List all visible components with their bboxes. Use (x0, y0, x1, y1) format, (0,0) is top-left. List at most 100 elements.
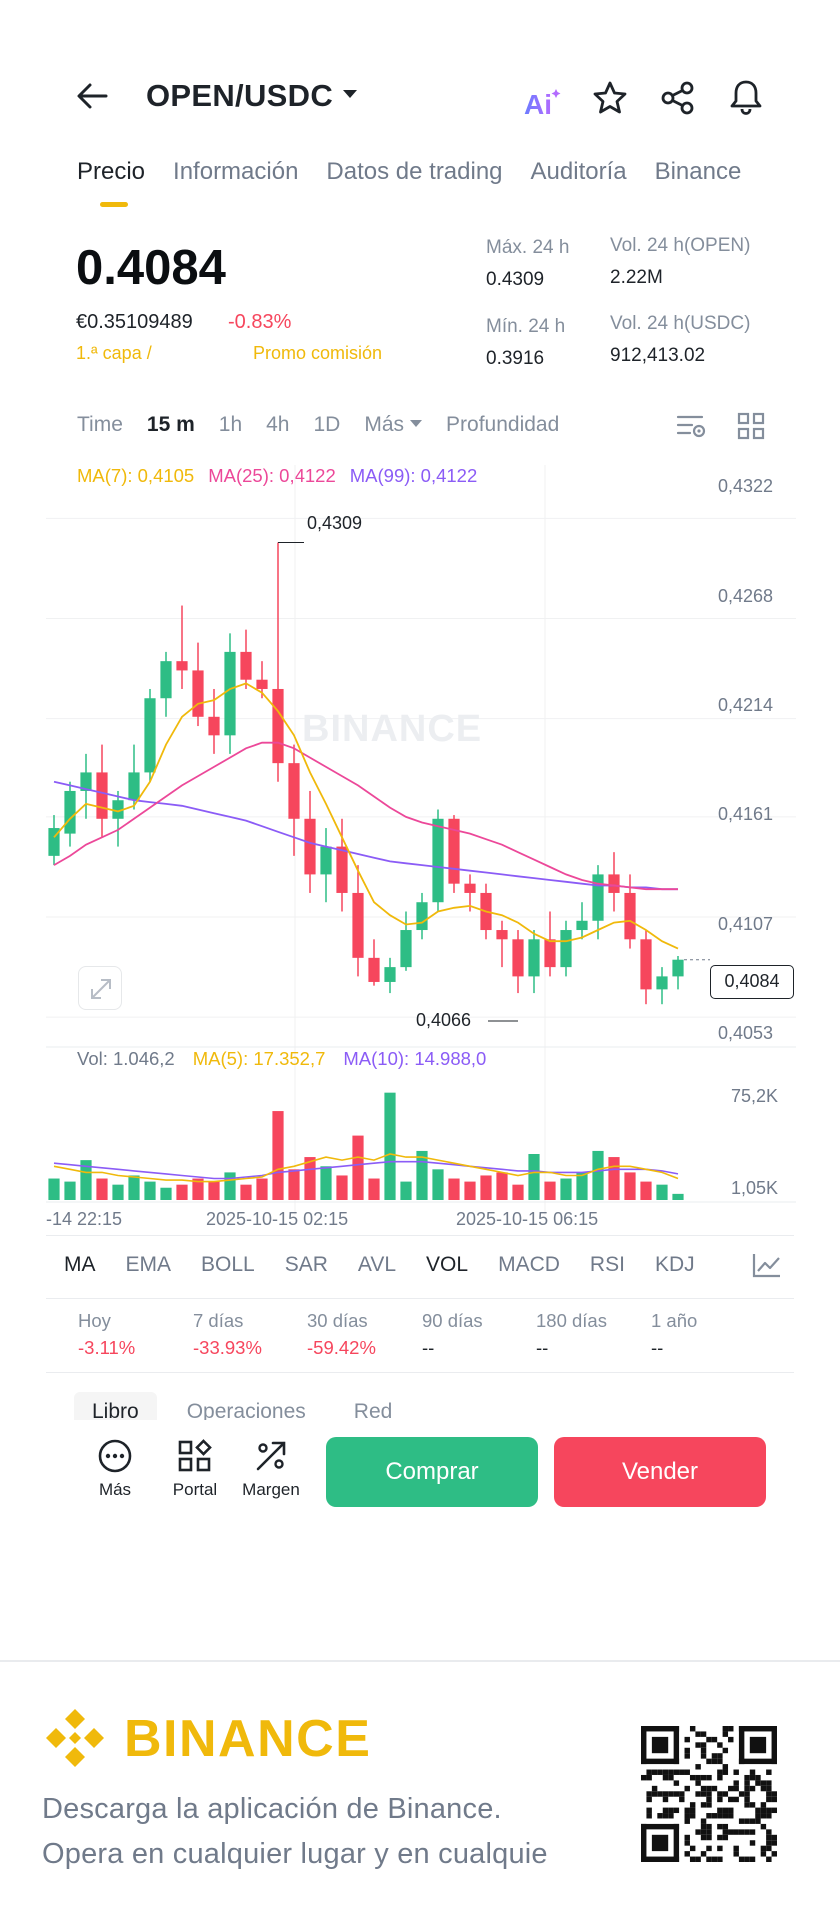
qr-module (657, 1791, 663, 1797)
qr-finder (738, 1726, 777, 1732)
svg-text:Ai: Ai (524, 89, 552, 118)
y-tick-label: 0,4322 (718, 476, 774, 496)
qr-module (646, 1807, 652, 1814)
tab-precio[interactable]: Precio (77, 158, 146, 185)
back-button[interactable] (74, 80, 110, 112)
pair-title: OPEN/USDC (146, 78, 334, 113)
qr-module (700, 1731, 707, 1737)
qr-finder (673, 1726, 680, 1765)
margin-label: Margen (242, 1480, 300, 1499)
volume-bar (64, 1181, 76, 1200)
ind-kdj[interactable]: KDJ (654, 1253, 695, 1276)
ind-ma[interactable]: MA (64, 1253, 96, 1276)
price-chart[interactable] (0, 455, 840, 1235)
chart-settings-button[interactable] (676, 412, 708, 440)
tf-4h[interactable]: 4h (266, 413, 290, 436)
ind-sar[interactable]: SAR (284, 1253, 328, 1276)
pair-selector[interactable]: OPEN/USDC (146, 78, 358, 114)
ind-avl[interactable]: AVL (357, 1253, 397, 1276)
tab-binance[interactable]: Binance (654, 158, 742, 185)
performance-value: -33.93% (193, 1337, 262, 1358)
qr-finder (641, 1823, 680, 1830)
volume-bar (352, 1135, 364, 1200)
ind-boll[interactable]: BOLL (201, 1253, 255, 1276)
margin-button[interactable]: Margen (236, 1438, 306, 1502)
share-button[interactable] (660, 80, 696, 116)
tf-15m[interactable]: 15 m (146, 413, 195, 436)
tf-time[interactable]: Time (77, 413, 123, 436)
ind-rsi[interactable]: RSI (589, 1253, 625, 1276)
expand-chart-button[interactable] (78, 966, 122, 1010)
volume-bar (336, 1175, 348, 1200)
tab-datos-trading[interactable]: Datos de trading (326, 158, 503, 185)
favorite-button[interactable] (592, 80, 628, 116)
qr-module (722, 1726, 729, 1732)
candle-body (608, 874, 620, 893)
candle-body (448, 818, 460, 884)
back-arrow-icon (77, 83, 108, 109)
qr-module (689, 1856, 696, 1862)
qr-module (684, 1807, 690, 1814)
performance-label: 180 días (536, 1310, 607, 1331)
sell-button[interactable]: Vender (554, 1437, 766, 1507)
buy-button[interactable]: Comprar (326, 1437, 538, 1507)
watermark-text: BINANCE (302, 708, 483, 750)
tf-more-label: Más (364, 413, 405, 436)
qr-module (684, 1785, 690, 1792)
qr-module (766, 1813, 772, 1819)
ind-vol[interactable]: VOL (426, 1253, 469, 1276)
main-tabs: Precio Información Datos de trading Auditor… (77, 158, 797, 208)
candle-body (240, 651, 252, 680)
qr-code-icon[interactable] (641, 1726, 777, 1862)
qr-module (749, 1829, 756, 1835)
qr-module (689, 1774, 696, 1781)
qr-module (673, 1791, 680, 1797)
tab-auditoria[interactable]: Auditoría (530, 158, 627, 185)
qr-module (722, 1807, 729, 1814)
tf-depth[interactable]: Profundidad (446, 413, 560, 436)
qr-module (771, 1796, 777, 1803)
qr-module (755, 1813, 761, 1819)
tab-red[interactable]: Red (353, 1400, 393, 1420)
tf-1h[interactable]: 1h (218, 413, 243, 436)
tab-indicator (100, 202, 128, 207)
indicator-settings-button[interactable] (750, 1250, 784, 1280)
layer-tag[interactable]: 1.ª capa / (76, 343, 152, 363)
alert-button[interactable] (728, 78, 764, 116)
candle-body (384, 967, 396, 982)
performance-row: Hoy -3.11% 7 días -33.93% 30 días -59.42% 90 d… (78, 1310, 778, 1370)
qr-finder (651, 1834, 669, 1852)
tf-1d[interactable]: 1D (313, 413, 341, 436)
qr-module (766, 1840, 772, 1846)
tf-more[interactable]: Más (364, 413, 423, 437)
volume-bar (672, 1193, 684, 1200)
more-button[interactable]: Más (88, 1438, 142, 1502)
candle-body (272, 688, 284, 764)
ind-ema[interactable]: EMA (125, 1253, 172, 1276)
candle-body (256, 679, 268, 689)
high-value: 0.4309 (486, 269, 545, 290)
ind-macd[interactable]: MACD (498, 1253, 560, 1276)
ai-button[interactable]: Ai (523, 86, 563, 120)
qr-module (706, 1823, 712, 1830)
qr-module (749, 1802, 756, 1808)
layout-button[interactable] (736, 411, 766, 441)
tab-operaciones[interactable]: Operaciones (186, 1400, 306, 1420)
candle-body (192, 670, 204, 717)
qr-module (760, 1807, 767, 1814)
low-value: 0.3916 (486, 348, 545, 369)
ma25-legend: MA(25): 0,4122 (208, 465, 336, 486)
qr-module (733, 1796, 739, 1803)
vol-base-label: Vol. 24 h(OPEN) (610, 235, 751, 256)
portal-button[interactable]: Portal (165, 1438, 225, 1502)
tab-informacion[interactable]: Información (173, 158, 299, 185)
chevron-down-icon (410, 419, 423, 427)
volume-bar (544, 1181, 556, 1200)
promo-tag[interactable]: Promo comisión (253, 343, 383, 363)
tab-libro[interactable]: Libro (74, 1392, 157, 1420)
qr-module (771, 1807, 777, 1814)
qr-module (668, 1807, 674, 1814)
qr-module (728, 1796, 734, 1803)
qr-module (673, 1780, 680, 1786)
candle-body (128, 772, 140, 801)
